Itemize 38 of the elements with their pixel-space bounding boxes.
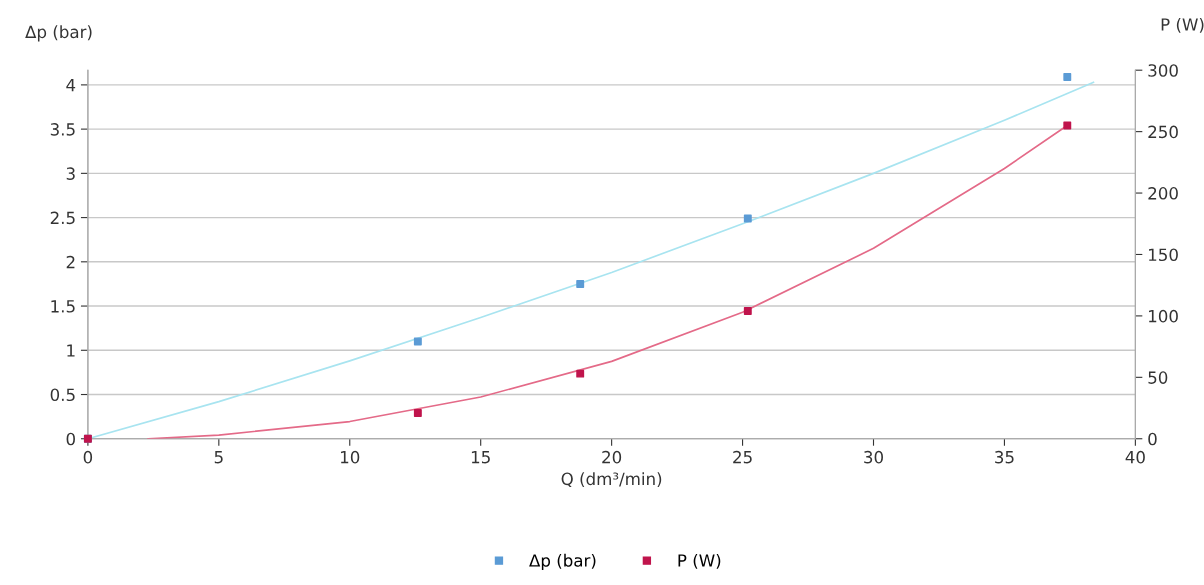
point	[743, 307, 752, 315]
point	[743, 214, 752, 223]
y2-tick-label: 100	[1149, 309, 1178, 323]
y2-axis-title: P (W)	[1161, 17, 1204, 33]
point	[1063, 121, 1072, 130]
y2-tick-label: 150	[1149, 248, 1178, 262]
legend-label: Δp (bar)	[529, 553, 596, 570]
y-tick-label: 0	[66, 432, 75, 446]
x-tick-label: 15	[471, 451, 490, 464]
legend-label: P (W)	[678, 553, 721, 569]
y2-tick-label: 0	[1148, 432, 1157, 446]
x-axis-title: Q (dm³/min)	[561, 472, 662, 488]
y2-tick-label: 200	[1148, 187, 1178, 200]
point	[413, 337, 422, 346]
x-tick-label: 5	[214, 451, 223, 464]
y-tick-label: 1	[67, 344, 75, 357]
y-tick-label: 3.5	[50, 123, 75, 136]
y-tick-label: 0.5	[50, 388, 75, 402]
x-tick-label: 10	[340, 450, 360, 464]
y-tick-label: 3	[66, 167, 75, 180]
point	[576, 369, 585, 378]
y2-tick-label: 50	[1148, 371, 1168, 384]
y-tick-label: 1.5	[51, 300, 75, 313]
point	[576, 279, 585, 288]
point	[1063, 72, 1072, 81]
x-tick-label: 20	[602, 450, 622, 464]
y2-tick-label: 300	[1148, 64, 1178, 77]
x-tick-label: 0	[83, 450, 93, 464]
point	[413, 408, 422, 417]
x-tick-label: 30	[864, 450, 883, 464]
y-tick-label: 2.5	[50, 211, 75, 225]
x-tick-label: 25	[733, 450, 752, 464]
y2-tick-label: 250	[1148, 125, 1178, 139]
y-axis-title: Δp (bar)	[25, 25, 92, 42]
y-tick-label: 2	[66, 255, 75, 269]
y-tick-label: 4	[66, 79, 76, 92]
x-tick-label: 40	[1125, 450, 1145, 464]
x-tick-label: 35	[995, 450, 1014, 464]
